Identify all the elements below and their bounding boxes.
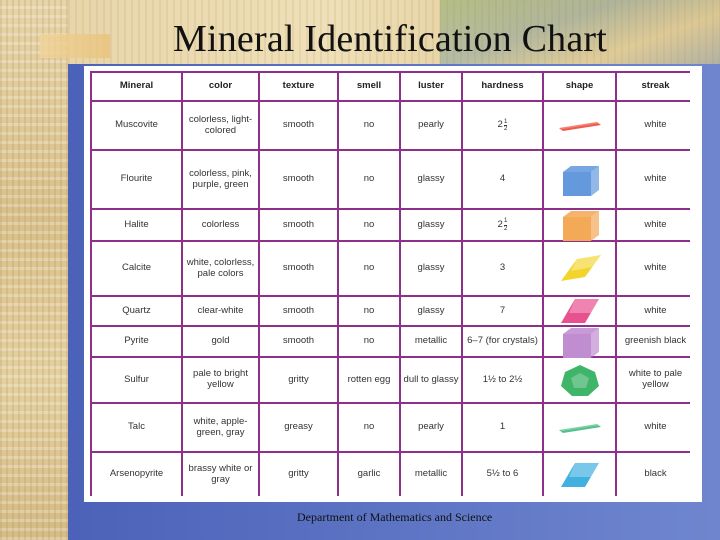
cell-mineral: Flourite [92, 151, 181, 208]
cell-smell: no [339, 210, 399, 240]
cell-color: gold [183, 327, 258, 356]
cell-hardness: 4 [463, 151, 542, 208]
hardness-whole: 2 [497, 218, 503, 230]
cell-texture: smooth [260, 327, 337, 356]
cell-streak: black [617, 453, 694, 496]
header-luster: luster [401, 73, 461, 100]
mineral-table: Mineral color texture smell luster hardness sh… [90, 71, 694, 496]
cell-luster: pearly [401, 404, 461, 451]
cell-luster: glassy [401, 210, 461, 240]
cell-texture: smooth [260, 210, 337, 240]
cell-mineral: Calcite [92, 242, 181, 295]
header-streak: streak [617, 73, 694, 100]
header-texture: texture [260, 73, 337, 100]
cell-luster: pearly [401, 102, 461, 149]
cell-streak: white to pale yellow [617, 358, 694, 402]
light-blue-prism-icon [544, 453, 615, 496]
cell-color: white, colorless, pale colors [183, 242, 258, 295]
cell-mineral: Pyrite [92, 327, 181, 356]
slide-title: Mineral Identification Chart [172, 18, 607, 60]
cell-streak: white [617, 297, 694, 325]
cell-mineral: Halite [92, 210, 181, 240]
fraction-numerator: 1 [503, 117, 508, 126]
cell-color: clear-white [183, 297, 258, 325]
cell-smell: no [339, 327, 399, 356]
background-accent-bar [40, 34, 110, 58]
cell-texture: gritty [260, 358, 337, 402]
cell-color: colorless, light-colored [183, 102, 258, 149]
cell-smell: no [339, 151, 399, 208]
fraction-numerator: 1 [503, 217, 508, 226]
cell-color: colorless, pink, purple, green [183, 151, 258, 208]
cell-streak: white [617, 404, 694, 451]
cell-hardness: 5½ to 6 [463, 453, 542, 496]
cell-mineral: Talc [92, 404, 181, 451]
blue-cube-icon [544, 151, 615, 208]
cell-color: white, apple-green, gray [183, 404, 258, 451]
cell-smell: garlic [339, 453, 399, 496]
cell-texture: smooth [260, 242, 337, 295]
cell-smell: rotten egg [339, 358, 399, 402]
slide-footer: Department of Mathematics and Science [297, 510, 493, 524]
cell-luster: glassy [401, 151, 461, 208]
cell-hardness: 6–7 (for crystals) [463, 327, 542, 356]
purple-cube-icon [544, 327, 615, 358]
cell-mineral: Muscovite [92, 102, 181, 149]
cell-streak: white [617, 210, 694, 240]
cell-texture: greasy [260, 404, 337, 451]
background-texture-top [68, 0, 720, 64]
cell-luster: glassy [401, 242, 461, 295]
background-decoration [440, 0, 720, 64]
cell-streak: white [617, 242, 694, 295]
cell-smell: no [339, 242, 399, 295]
fraction-denominator: 2 [503, 125, 508, 132]
cell-hardness: 1½ to 2½ [463, 358, 542, 402]
cell-texture: smooth [260, 297, 337, 325]
header-shape: shape [544, 73, 615, 100]
cell-texture: smooth [260, 102, 337, 149]
cell-smell: no [339, 297, 399, 325]
cell-mineral: Quartz [92, 297, 181, 325]
header-mineral: Mineral [92, 73, 181, 100]
orange-cube-icon [544, 210, 615, 241]
cell-mineral: Arsenopyrite [92, 453, 181, 496]
cell-color: colorless [183, 210, 258, 240]
cell-streak: white [617, 102, 694, 149]
pink-prism-icon [544, 297, 615, 325]
cell-hardness: 7 [463, 297, 542, 325]
cell-luster: dull to glassy [401, 358, 461, 402]
cell-streak: white [617, 151, 694, 208]
cell-smell: no [339, 404, 399, 451]
cell-texture: smooth [260, 151, 337, 208]
cell-color: pale to bright yellow [183, 358, 258, 402]
chart-image-frame: Mineral color texture smell luster hardness sh… [84, 66, 702, 502]
green-flat-sheet-icon [544, 404, 615, 451]
header-smell: smell [339, 73, 399, 100]
cell-texture: gritty [260, 453, 337, 496]
cell-smell: no [339, 102, 399, 149]
header-hardness: hardness [463, 73, 542, 100]
cell-luster: metallic [401, 453, 461, 496]
cell-hardness: 1 [463, 404, 542, 451]
cell-color: brassy white or gray [183, 453, 258, 496]
green-dodecahedron-icon [544, 358, 615, 402]
yellow-rhombohedron-icon [544, 242, 615, 295]
cell-luster: glassy [401, 297, 461, 325]
cell-streak: greenish black [617, 327, 694, 356]
red-flat-sheet-icon [544, 102, 615, 149]
hardness-whole: 2 [497, 119, 503, 131]
header-color: color [183, 73, 258, 100]
cell-luster: metallic [401, 327, 461, 356]
fraction-denominator: 2 [503, 224, 508, 232]
cell-mineral: Sulfur [92, 358, 181, 402]
background-texture-left [0, 0, 68, 540]
cell-hardness: 3 [463, 242, 542, 295]
